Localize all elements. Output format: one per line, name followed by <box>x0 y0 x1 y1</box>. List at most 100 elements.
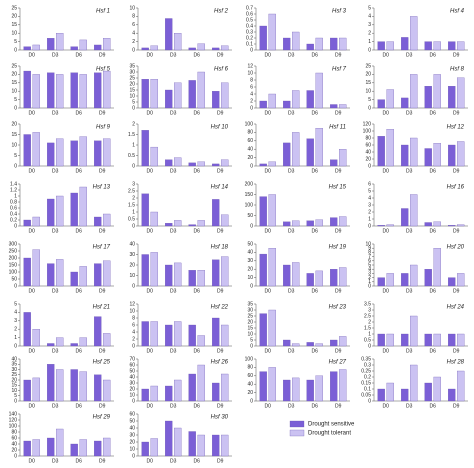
x-tick-label: D6 <box>312 288 319 294</box>
y-tick-label: 10 <box>11 388 17 394</box>
x-tick-label: D6 <box>194 168 201 174</box>
x-tick-label: D0 <box>29 52 36 58</box>
bar <box>401 388 409 402</box>
bar <box>165 223 173 227</box>
bar <box>197 220 205 227</box>
bar <box>197 71 205 109</box>
panel: 0 1 2 3 4 5 Hsf 4 D0 D3 D6 D9 <box>368 5 468 58</box>
bar <box>32 439 40 457</box>
y-tick-label: 20 <box>11 14 17 20</box>
bar <box>386 89 394 109</box>
y-tick-label: 0 <box>368 223 371 229</box>
y-tick-label: 0 <box>132 283 135 289</box>
y-tick-label: 8 <box>368 250 371 256</box>
y-tick-label: 10 <box>247 275 253 281</box>
bar <box>306 342 314 347</box>
bar <box>32 44 40 51</box>
bar <box>410 137 418 167</box>
y-tick-label: 0.8 <box>10 199 17 205</box>
bar <box>268 93 276 109</box>
x-tick-label: D9 <box>453 403 460 409</box>
bar <box>410 315 418 347</box>
y-tick-label: 20 <box>11 72 17 78</box>
y-tick-label: 5 <box>368 188 371 194</box>
y-tick-label: 3.5 <box>364 301 371 307</box>
bar <box>174 82 182 109</box>
x-tick-label: D6 <box>76 52 83 58</box>
x-tick-label: D0 <box>383 228 390 234</box>
x-tick-label: D9 <box>99 458 106 464</box>
bar <box>141 193 149 227</box>
chart-title: Hsf 28 <box>447 360 465 366</box>
bar <box>401 144 409 167</box>
y-tick-label: 0.7 <box>246 5 253 11</box>
chart-title: Hsf 9 <box>96 125 111 131</box>
panel: 0 2 4 6 8 10 Hsf 2 D0 D3 D6 D9 <box>129 5 232 58</box>
y-tick-label: 10 <box>129 5 135 11</box>
bar <box>32 132 40 167</box>
y-tick-label: 30 <box>129 432 135 438</box>
y-tick-label: 15 <box>247 325 253 331</box>
bar <box>386 382 394 402</box>
bar <box>433 376 441 402</box>
y-tick-label: 2 <box>368 31 371 37</box>
x-tick-label: D6 <box>430 52 437 58</box>
x-tick-label: D6 <box>76 348 83 354</box>
bar <box>56 195 64 227</box>
x-tick-label: D3 <box>288 288 295 294</box>
y-tick-label: 5 <box>14 301 17 307</box>
x-tick-label: D0 <box>29 168 36 174</box>
y-tick-label: 4 <box>132 31 135 37</box>
bar <box>259 25 267 51</box>
y-tick-label: 20 <box>129 439 135 445</box>
y-tick-label: 10 <box>11 142 17 148</box>
panel: 0 10 20 30 40 Hsf 18 D0 D3 D6 D9 <box>129 241 232 294</box>
chart-title: Hsf 29 <box>93 415 111 421</box>
y-tick-label: 0 <box>250 163 253 169</box>
y-tick-label: 1.5 <box>128 202 135 208</box>
y-tick-label: 0 <box>250 398 253 404</box>
y-tick-label: 20 <box>11 121 17 127</box>
y-tick-label: 1.2 <box>10 187 17 193</box>
x-tick-label: D6 <box>312 228 319 234</box>
x-tick-label: D9 <box>335 168 342 174</box>
y-tick-label: 8 <box>132 315 135 321</box>
y-tick-label: 0.35 <box>361 356 371 362</box>
bar <box>23 46 31 51</box>
bar <box>448 144 456 167</box>
y-tick-label: 2 <box>132 121 135 127</box>
bar <box>330 217 338 227</box>
x-tick-label: D3 <box>170 348 177 354</box>
y-tick-label: 35 <box>247 301 253 307</box>
bar <box>103 260 111 287</box>
x-tick-label: D0 <box>147 228 154 234</box>
bar <box>292 90 300 109</box>
bar <box>410 16 418 51</box>
bar <box>165 420 173 457</box>
x-tick-label: D3 <box>170 228 177 234</box>
y-tick-label: 0 <box>368 47 371 53</box>
bar <box>79 136 87 167</box>
y-tick-label: 20 <box>11 377 17 383</box>
y-tick-label: 5 <box>368 97 371 103</box>
x-tick-label: D0 <box>147 288 154 294</box>
chart-title: Hsf 12 <box>447 125 465 131</box>
bar <box>221 214 229 227</box>
panel: 00.20.40.60.811.21.4 Hsf 13 D0 D3 D6 D9 <box>10 181 114 234</box>
y-tick-label: 40 <box>129 241 135 247</box>
x-tick-label: D9 <box>335 403 342 409</box>
bar <box>70 271 78 287</box>
x-tick-label: D3 <box>52 52 59 58</box>
y-tick-label: 30 <box>129 252 135 258</box>
y-tick-label: 80 <box>365 135 371 141</box>
bar <box>212 259 220 287</box>
bar <box>221 82 229 109</box>
x-tick-label: D3 <box>52 110 59 116</box>
bar <box>212 47 220 51</box>
bar <box>339 369 347 402</box>
x-tick-label: D0 <box>29 288 36 294</box>
y-tick-label: 40 <box>247 382 253 388</box>
